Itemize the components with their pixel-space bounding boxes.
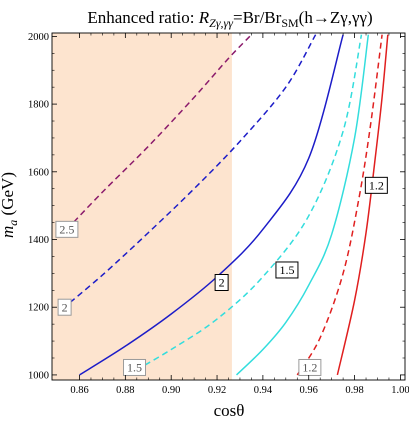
contour-label-box [123,358,147,376]
y-axis-ticks: 1000 1200 1400 1600 1800 2000 [28,32,405,381]
contour-label-5: 1.5 [275,261,299,279]
x-axis-label: cosθ [214,401,245,420]
contour-label-3: 2 [214,274,229,292]
x-axis-ticks: 0.86 0.88 0.90 0.92 0.94 0.96 0.98 1.00 [70,33,409,396]
contour-label-text: 1.5 [127,361,142,375]
excluded-region [52,33,232,380]
contour-label-text: 1.2 [302,361,317,375]
y-tick-label: 1000 [28,370,49,381]
contour-line-4 [127,34,363,376]
x-tick-label: 0.86 [70,385,88,396]
contour-label-box [57,298,72,316]
contour-label-text: 1.2 [369,179,384,193]
x-tick-label: 1.00 [391,385,409,396]
y-axis-label: ma (GeV) [0,172,20,238]
contour-label-text: 2 [219,276,225,290]
chart-title: Enhanced ratio: RZγ,γγ=Br/BrSM(h→Zγ,γγ) [87,8,372,30]
contour-label-text: 2.5 [59,223,74,237]
contour-label-box [275,261,299,279]
x-tick-label: 0.94 [254,385,273,396]
x-tick-label: 0.96 [300,385,318,396]
x-tick-label: 0.88 [116,385,134,396]
contour-line-7 [336,34,389,376]
contour-label-box [55,220,79,238]
contour-labels: 2.5 2 2 1.5 1.5 1.2 1.2 [55,176,388,376]
contour-label-6: 1.2 [298,358,322,376]
x-tick-label: 0.98 [345,385,363,396]
y-tick-label: 1400 [28,235,49,246]
contour-line-3 [79,34,344,376]
contour-label-1: 2.5 [55,220,79,238]
y-tick-label: 2000 [28,32,49,43]
contour-line-5 [236,34,370,376]
contour-label-4: 1.5 [123,358,147,376]
y-tick-label: 1600 [28,167,49,178]
contour-label-text: 2 [62,300,68,314]
y-tick-label: 1200 [28,303,49,314]
contour-label-box [214,274,229,292]
contour-label-box [298,358,322,376]
y-tick-label: 1800 [28,100,49,111]
contour-label-text: 1.5 [279,263,294,277]
contour-line-2 [61,34,317,310]
contour-label-2: 2 [57,298,72,316]
contour-label-7: 1.2 [364,176,388,194]
contour-label-box [364,176,388,194]
contour-line-6 [296,34,383,376]
series-layer [61,34,389,376]
x-tick-label: 0.90 [162,385,180,396]
x-tick-label: 0.92 [208,385,226,396]
